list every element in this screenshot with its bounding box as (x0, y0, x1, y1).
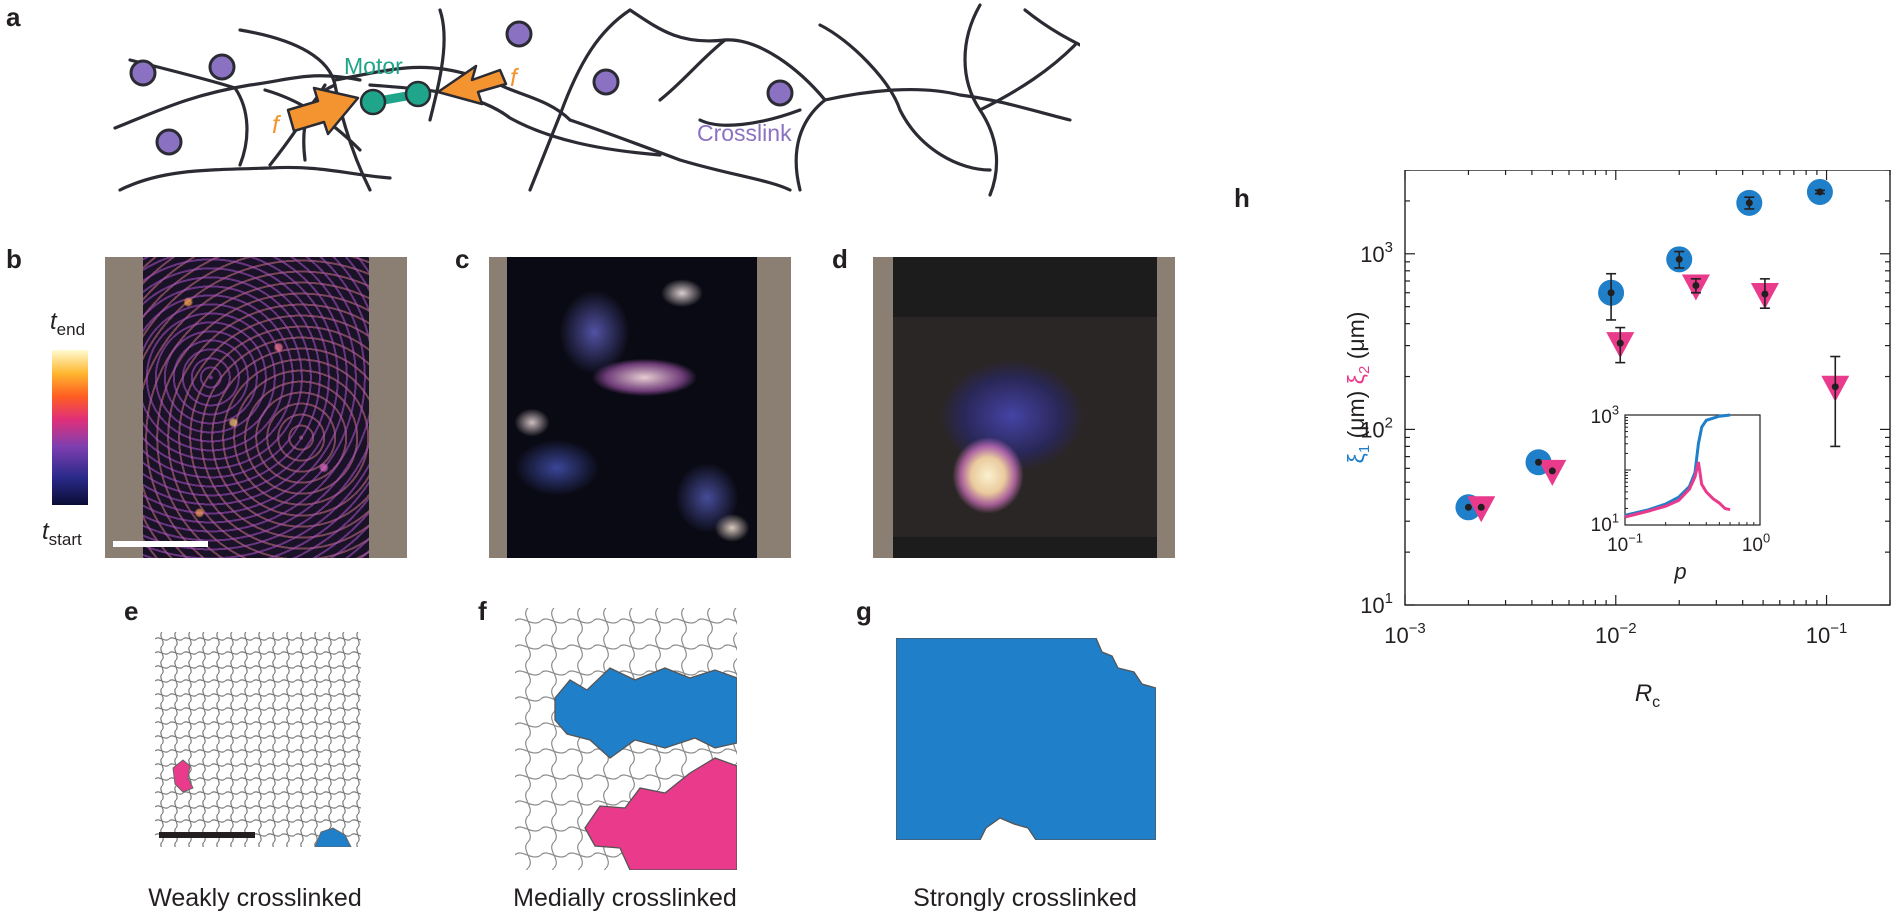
motor-head (359, 88, 387, 116)
cluster-map-weak (155, 632, 361, 847)
inset-chart: 10−1 100 101 103 p (1591, 402, 1770, 584)
cluster-second-weak (172, 759, 194, 793)
y-tick-label: 101 (1360, 590, 1393, 618)
data-point-center (1535, 458, 1543, 466)
x-tick-label: 10−3 (1384, 620, 1426, 648)
data-point-center (1548, 467, 1556, 475)
inset-x-tick-label: 100 (1742, 530, 1770, 556)
panel-label-d: d (832, 244, 848, 274)
cluster-second-medial (584, 757, 737, 870)
cluster-map-strong (896, 638, 1156, 840)
data-point-center (1692, 281, 1700, 289)
inset-line (1624, 461, 1731, 519)
crosslink-node (208, 53, 236, 81)
data-point-center (1607, 289, 1615, 297)
cluster-largest-weak (314, 827, 352, 847)
data-point-center (1616, 339, 1624, 347)
x-tick-label: 10−2 (1595, 620, 1637, 648)
inset-y-tick-label: 101 (1591, 510, 1619, 536)
data-point-center (1745, 199, 1753, 207)
motor-label: Motor (344, 53, 403, 79)
data-point-center (1816, 188, 1824, 196)
data-point-center (1477, 503, 1485, 511)
colorbar-start-label: tstart (42, 518, 82, 549)
panel-label-a: a (6, 2, 21, 32)
force-arrow-right (436, 64, 508, 106)
cluster-map-medial (515, 608, 737, 870)
caption-strongly-crosslinked: Strongly crosslinked (913, 884, 1137, 912)
cluster-largest-medial (554, 667, 737, 759)
colorbar-end-label: tend (50, 308, 86, 339)
y-axis-label: ξ1 (μm) ξ2 (μm) (1343, 312, 1373, 464)
scale-bar-e (159, 832, 255, 838)
micrograph-strong (873, 257, 1175, 558)
panel-label-h: h (1234, 183, 1250, 213)
micrograph-medial (489, 257, 791, 558)
crosslink-node (129, 59, 157, 87)
force-label-left: f (272, 111, 282, 139)
x-axis-label: Rc (1635, 680, 1660, 711)
motor-head (404, 80, 432, 108)
plot-frame (1404, 170, 1891, 606)
x-tick-label: 10−1 (1806, 620, 1848, 648)
y-tick-label: 102 (1360, 414, 1393, 442)
inset-y-tick-label: 103 (1591, 402, 1619, 428)
crosslink-node (766, 79, 794, 107)
data-point-center (1675, 255, 1683, 263)
crosslink-node (155, 128, 183, 156)
panel-label-g: g (856, 596, 872, 626)
panel-label-b: b (6, 244, 22, 274)
panel-label-f: f (478, 596, 487, 626)
micrograph-weak (105, 257, 407, 558)
panel-label-c: c (455, 244, 470, 274)
force-arrow-left (286, 86, 360, 136)
force-label-right: f (510, 64, 520, 92)
panel-label-e: e (124, 596, 139, 626)
inset-x-tick-label: 10−1 (1607, 530, 1643, 556)
time-colorbar (52, 350, 88, 505)
cluster-largest-strong (896, 638, 1156, 840)
data-point-center (1464, 503, 1472, 511)
crosslink-label: Crosslink (697, 120, 792, 146)
inset-x-axis-label: p (1673, 559, 1686, 584)
data-point-center (1831, 383, 1839, 391)
data-point-center (1761, 290, 1769, 298)
inset-frame (1624, 414, 1761, 526)
crosslink-node (505, 20, 533, 48)
y-tick-label: 103 (1360, 239, 1393, 267)
network-schematic: Motor f f Crosslink (113, 3, 1080, 197)
caption-medially-crosslinked: Medially crosslinked (513, 884, 737, 912)
crosslink-node (592, 68, 620, 96)
caption-weakly-crosslinked: Weakly crosslinked (148, 884, 362, 912)
